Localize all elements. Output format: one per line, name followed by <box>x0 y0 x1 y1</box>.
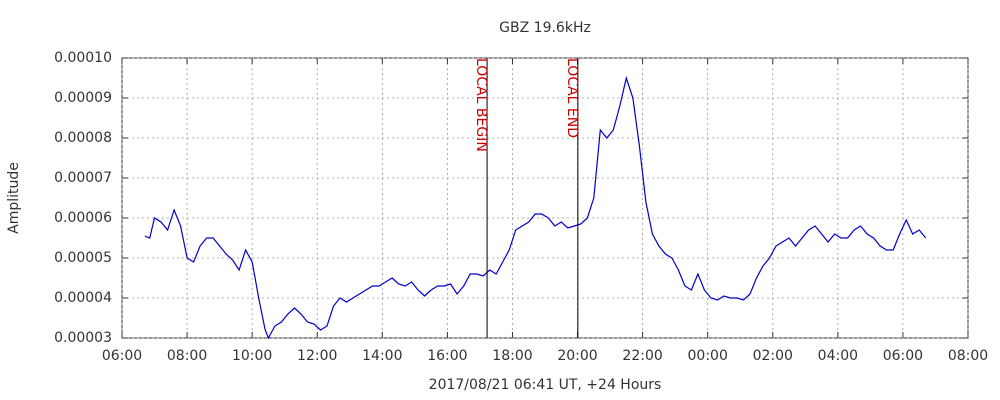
plot-frame <box>121 57 969 339</box>
x-tick-label: 08:00 <box>167 348 207 364</box>
x-tick-label: 14:00 <box>362 348 402 364</box>
y-tick-label: 0.00004 <box>54 290 112 306</box>
event-label: LOCAL BEGIN <box>473 58 489 152</box>
y-axis-label: Amplitude <box>6 162 22 234</box>
x-tick-label: 04:00 <box>818 348 858 364</box>
x-tick-label: 18:00 <box>492 348 532 364</box>
x-axis-label: 2017/08/21 06:41 UT, +24 Hours <box>429 377 662 393</box>
y-tick-label: 0.00008 <box>54 130 112 146</box>
y-tick-label: 0.00010 <box>54 50 112 66</box>
x-tick-label: 12:00 <box>297 348 337 364</box>
y-tick-label: 0.00003 <box>54 330 112 346</box>
data-line <box>144 75 927 340</box>
x-tick-label: 22:00 <box>622 348 662 364</box>
x-tick-label: 06:00 <box>883 348 923 364</box>
chart-title: GBZ 19.6kHz <box>499 20 591 36</box>
x-tick-label: 10:00 <box>232 348 272 364</box>
y-tick-label: 0.00006 <box>54 210 112 226</box>
x-tick-label: 00:00 <box>688 348 728 364</box>
x-tick-label: 06:00 <box>102 348 142 364</box>
event-label: LOCAL END <box>564 58 580 138</box>
x-tick-label: 08:00 <box>948 348 988 364</box>
x-tick-label: 20:00 <box>557 348 597 364</box>
y-tick-label: 0.00009 <box>54 90 112 106</box>
x-tick-label: 02:00 <box>753 348 793 364</box>
x-tick-label: 16:00 <box>427 348 467 364</box>
y-tick-label: 0.00005 <box>54 250 112 266</box>
y-tick-label: 0.00007 <box>54 170 112 186</box>
